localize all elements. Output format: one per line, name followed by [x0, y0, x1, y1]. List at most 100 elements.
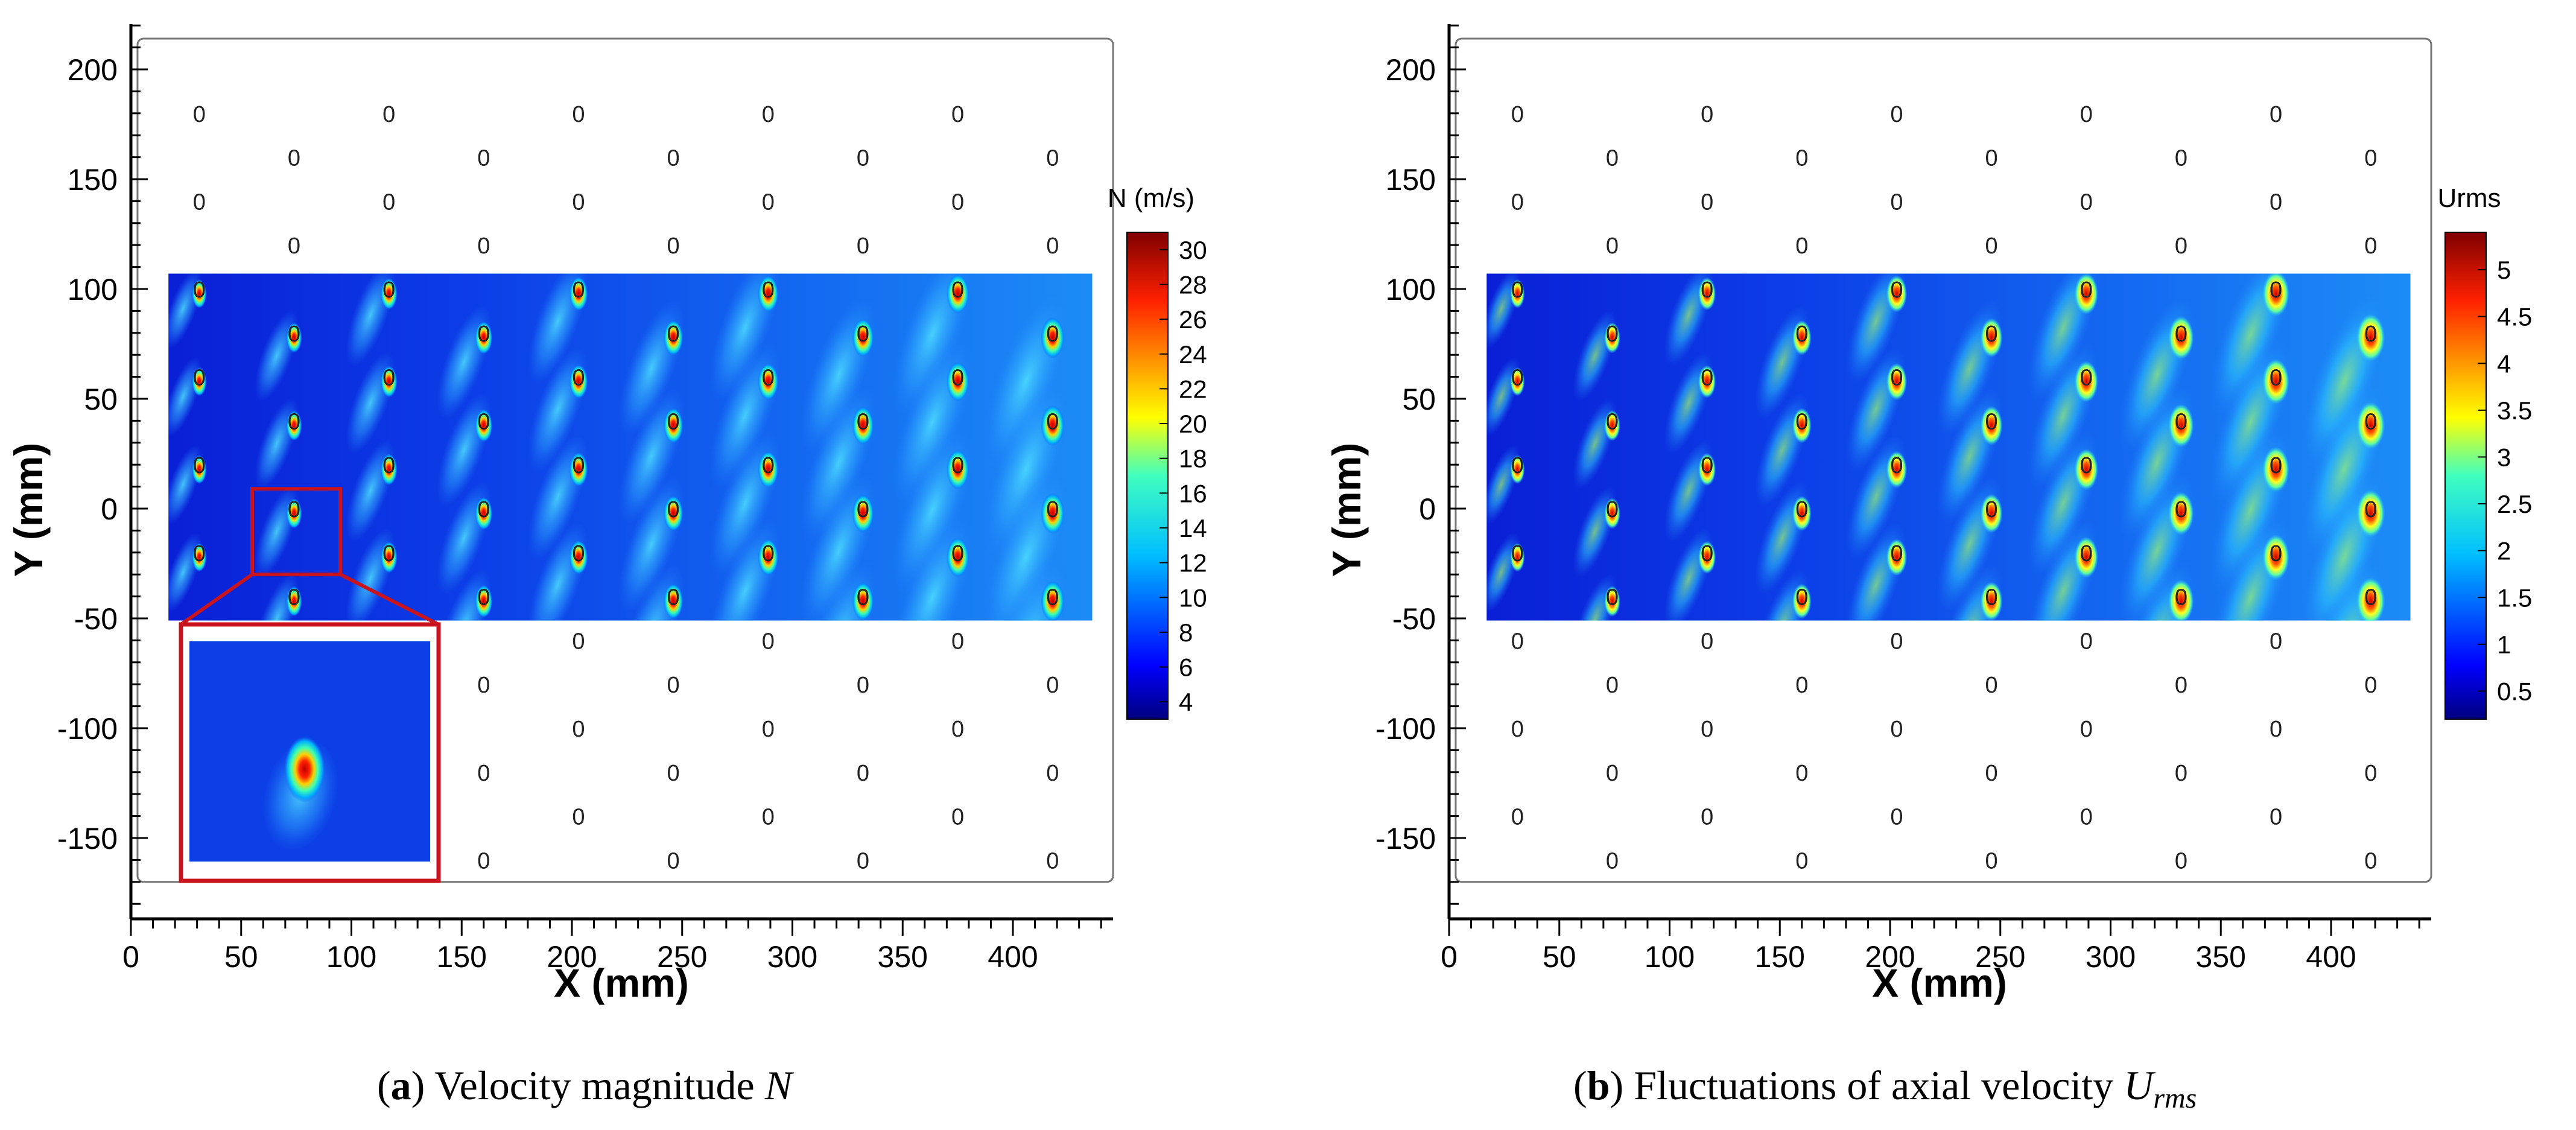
tube-marker: 0	[1606, 233, 1619, 259]
jet-core	[1886, 539, 1908, 576]
tube-marker: 0	[1701, 717, 1713, 742]
zoom-connector	[180, 573, 253, 626]
tube-marker: 0	[572, 366, 585, 391]
jet-core	[1698, 541, 1716, 574]
tube-marker: 0	[1890, 717, 1903, 742]
colorbar-tick-label: 18	[1179, 445, 1207, 473]
x-tick-label: 400	[2306, 940, 2356, 974]
tube-marker: 0	[1511, 189, 1524, 215]
jet-core	[664, 495, 684, 532]
tube-marker: 0	[1985, 761, 1998, 786]
jet-core	[1604, 585, 1620, 617]
tube-marker: 0	[1890, 805, 1903, 830]
x-tick-label: 100	[326, 940, 376, 974]
tube-marker: 0	[762, 278, 775, 303]
tube-marker: 0	[572, 717, 585, 742]
tube-marker: 0	[382, 541, 395, 567]
tube-marker: 0	[1511, 278, 1524, 303]
colorbar-tick-label: 2	[2497, 537, 2511, 565]
tube-marker: 0	[193, 453, 206, 478]
tube-marker: 0	[1606, 673, 1619, 698]
jet-core	[664, 320, 684, 356]
tube-marker: 0	[1890, 189, 1903, 215]
colorbar-tick-label: 1.5	[2497, 583, 2532, 612]
jet-core	[475, 585, 493, 618]
tube-marker: 0	[288, 146, 300, 171]
tube-marker: 0	[572, 278, 585, 303]
tube-marker: 0	[762, 805, 775, 830]
colorbar-tick-label: 24	[1179, 340, 1207, 369]
tube-marker: 0	[1511, 629, 1524, 654]
jet-core	[1604, 410, 1620, 442]
tube-marker: 0	[1795, 409, 1808, 434]
x-axis-label: X (mm)	[554, 960, 689, 1005]
jet-core	[380, 366, 398, 398]
x-tick-label: 400	[988, 940, 1038, 974]
tube-marker: 0	[572, 189, 585, 215]
panel-a: 0 0 0 0 0 0 0 0 0 0 0 0 0 0 0 0 0 0 0 0 0 0 0 0 0 0 0 0 0 0 0 0 0 0 0 0 0 0 0 0…	[6, 24, 1207, 1005]
y-tick-label: 50	[84, 382, 118, 416]
jet-core	[852, 406, 874, 445]
tube-marker: 0	[1511, 453, 1524, 478]
tube-marker: 0	[572, 453, 585, 478]
tube-marker: 0	[1606, 585, 1619, 611]
jet-core	[1510, 279, 1525, 308]
velocity-field	[168, 273, 1093, 621]
jet-core	[1980, 582, 2003, 621]
jet-core	[2262, 535, 2289, 580]
y-axis-label: Y (mm)	[1324, 443, 1369, 577]
tube-marker: 0	[572, 541, 585, 567]
colorbar-tick-label: 16	[1179, 479, 1207, 507]
tube-marker: 0	[193, 189, 206, 215]
tube-marker: 0	[1795, 848, 1808, 874]
x-tick-label: 150	[437, 940, 487, 974]
y-tick-label: 100	[1386, 273, 1436, 306]
jet-core	[758, 363, 779, 401]
tube-marker: 0	[857, 585, 869, 611]
jet-core	[947, 274, 969, 314]
jet-core	[1792, 495, 1812, 532]
jet-core	[1698, 452, 1716, 486]
colorbar-tick-label: 2.5	[2497, 490, 2532, 518]
x-tick-label: 300	[767, 940, 817, 974]
tube-marker: 0	[762, 629, 775, 654]
jet-core	[852, 494, 874, 533]
x-tick-label: 100	[1645, 940, 1695, 974]
jet-core	[852, 582, 874, 621]
jet-core	[1792, 408, 1812, 443]
tube-marker: 0	[2270, 453, 2282, 478]
jet-core	[286, 410, 302, 441]
y-tick-label: -150	[1375, 822, 1436, 855]
tube-marker: 0	[857, 146, 869, 171]
y-tick-label: 200	[68, 53, 118, 87]
jet-core	[192, 455, 207, 484]
tube-marker: 0	[477, 322, 490, 347]
tube-marker: 0	[1701, 366, 1713, 391]
tube-marker: 0	[193, 102, 206, 127]
jet-core	[2356, 314, 2385, 362]
tube-marker: 0	[2364, 848, 2377, 874]
colorbar-tick-label: 14	[1179, 514, 1207, 542]
tube-marker: 0	[1985, 146, 1998, 171]
jet-core	[569, 452, 588, 487]
jet-core	[2262, 446, 2289, 492]
zoom-connector	[339, 573, 440, 626]
inset-jet-core	[284, 736, 325, 802]
jet-core	[758, 539, 779, 576]
tube-marker: 0	[288, 233, 300, 259]
zoom-region-box	[250, 487, 343, 577]
x-tick-label: 300	[2086, 940, 2136, 974]
y-tick-label: 150	[68, 163, 118, 197]
tube-marker: 0	[2175, 233, 2187, 259]
jet-core	[569, 540, 588, 575]
y-tick-label: 150	[1386, 163, 1436, 197]
x-tick-label: 350	[878, 940, 928, 974]
jet-core	[286, 322, 302, 353]
tube-marker: 0	[2270, 366, 2282, 391]
colorbar-tick-label: 6	[1179, 653, 1193, 682]
jet-core	[1886, 275, 1908, 313]
tube-marker: 0	[572, 102, 585, 127]
y-tick-label: -50	[1392, 602, 1436, 636]
tube-marker: 0	[2270, 102, 2282, 127]
jet-core	[2074, 536, 2098, 578]
